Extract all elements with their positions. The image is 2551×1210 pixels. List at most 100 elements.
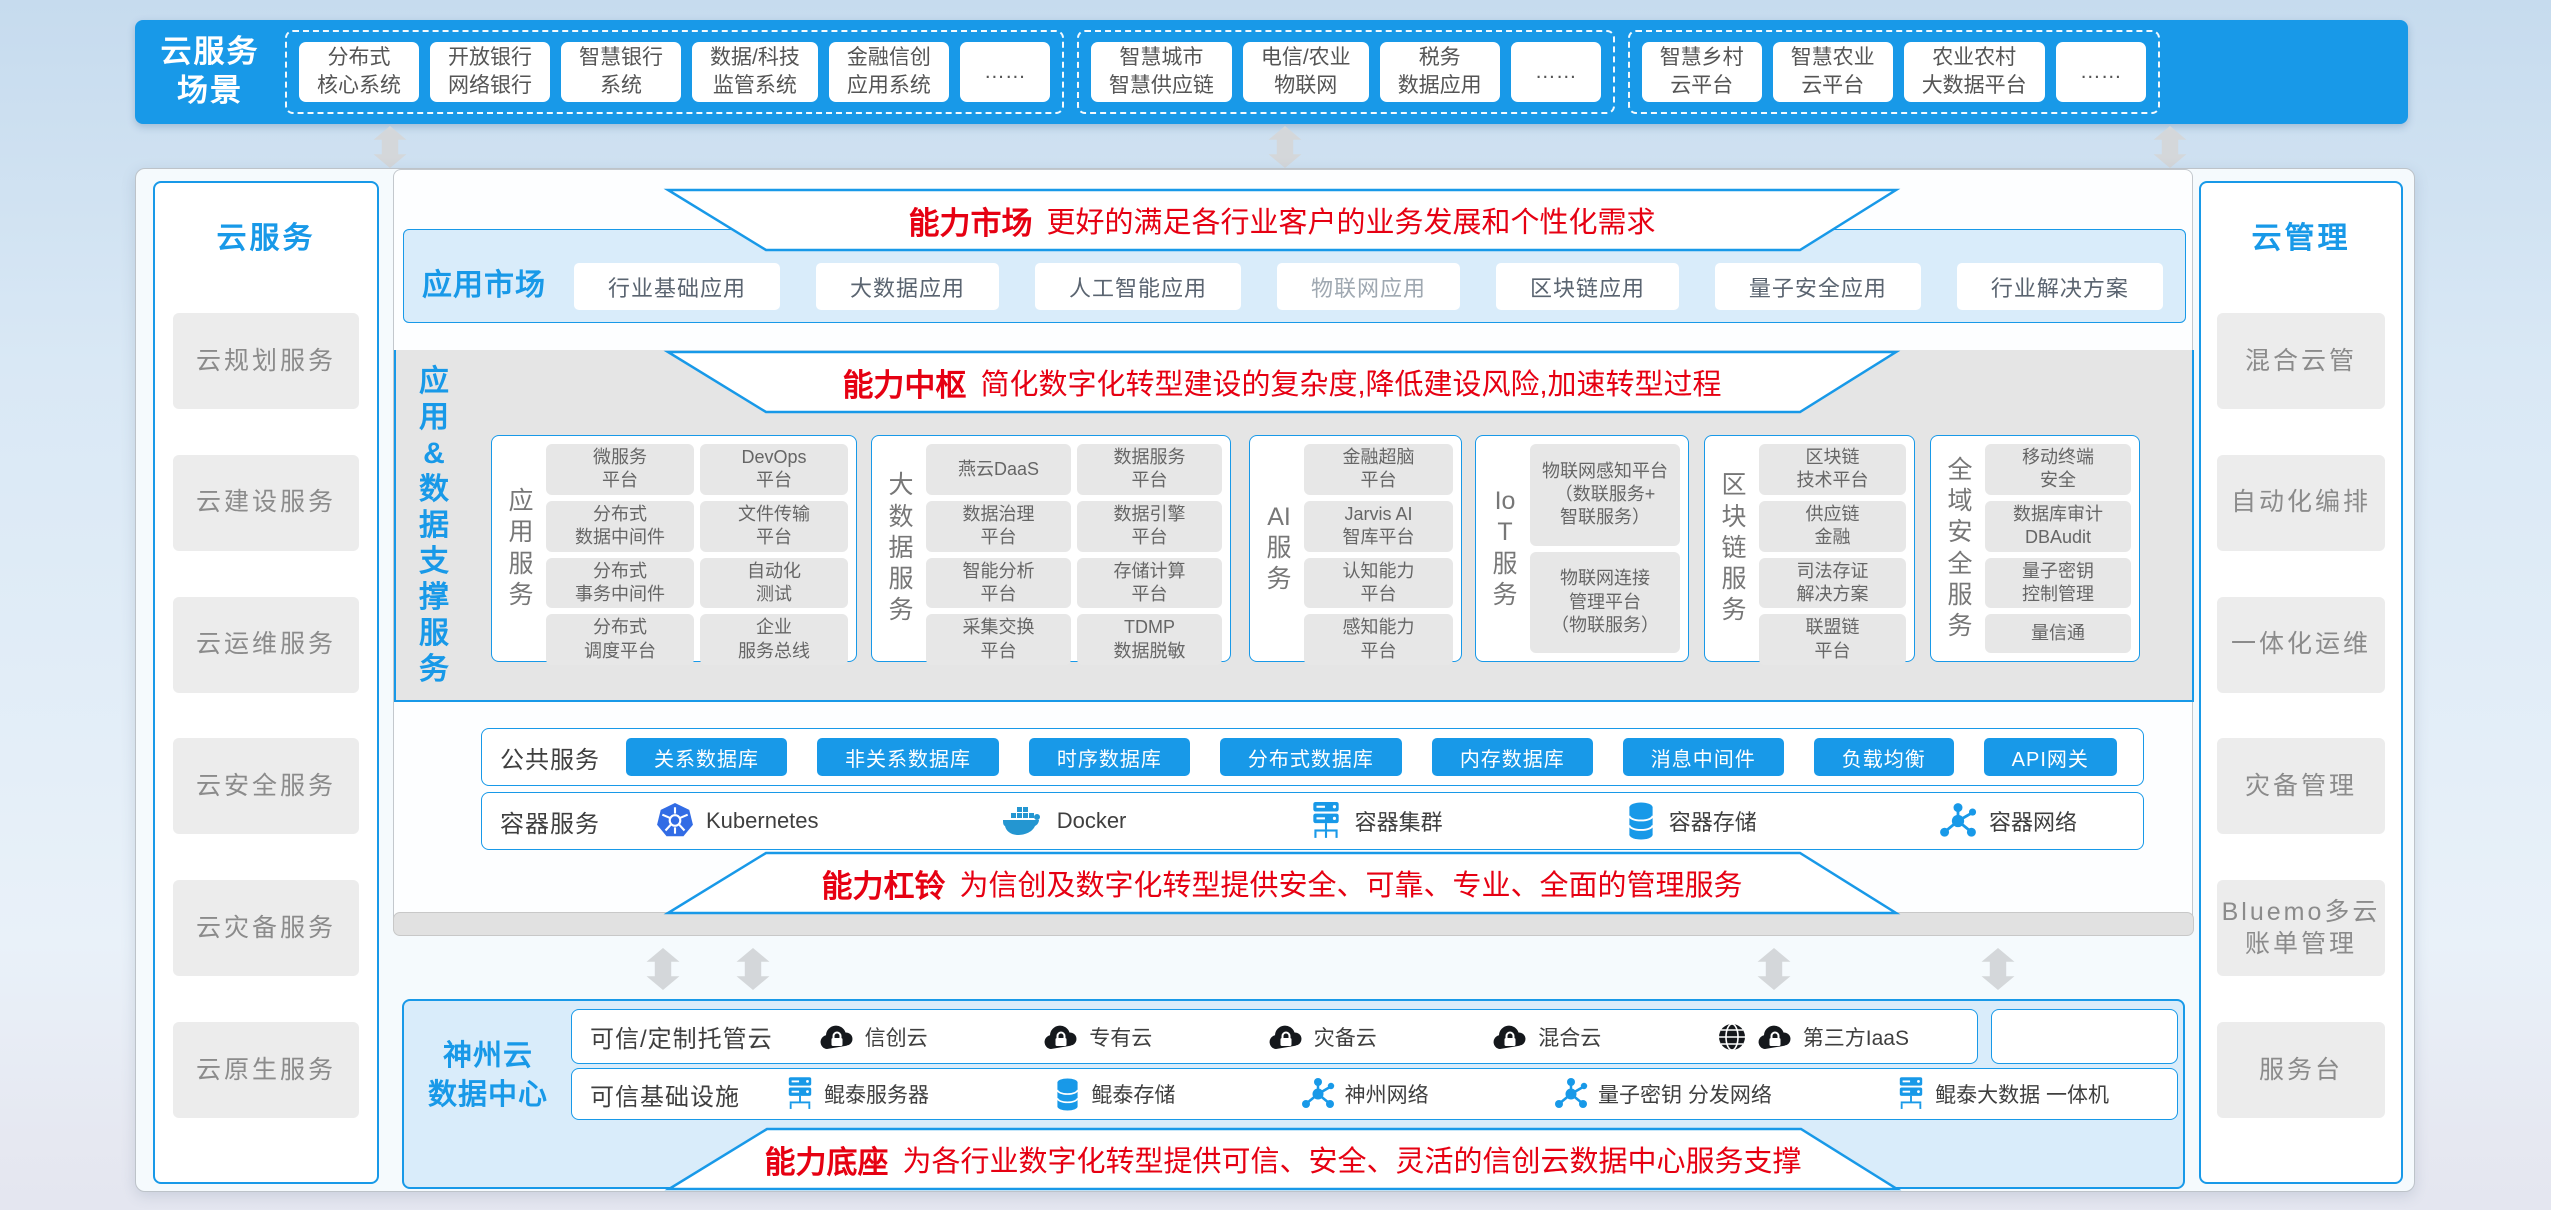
support-services-vertical-label: 应用&数据支撑服务 — [419, 365, 449, 686]
application-services-column: 应用服务 微服务 平台 DevOps 平台 分布式 数据中间件 文件传输 平台 分布式 … — [491, 435, 857, 666]
cloud-management-sidebar: 云管理 混合云管 自动化编排 一体化运维 灾备管理 Bluemo多云 账单管理 服务台 — [2199, 181, 2403, 1184]
sidebar-item: 云规划服务 — [172, 312, 360, 409]
platform-chip: 数据引擎 平台 — [1077, 500, 1222, 552]
network-icon — [1940, 803, 1977, 837]
sidebar-item: 混合云管 — [2217, 312, 2385, 409]
platform-chip: 分布式 事务中间件 — [546, 557, 694, 609]
column-label: AI服务 — [1266, 502, 1292, 594]
chip-grid: 移动终端 安全 数据库审计 DBAudit 量子密钥 控制管理 量信通 — [1985, 444, 2131, 653]
server-icon — [788, 1077, 812, 1109]
infrastructure-item-label: 鲲泰服务器 — [824, 1084, 929, 1107]
network-icon — [1301, 1078, 1334, 1108]
column-label: 区块链服务 — [1721, 471, 1747, 625]
public-service-pill: 消息中间件 — [1622, 738, 1784, 776]
public-services-pills: 关系数据库 非关系数据库 时序数据库 分布式数据库 内存数据库 消息中间件 负载均衡 API网… — [626, 738, 2117, 776]
agriculture-scenario-group: 智慧乡村 云平台 智慧农业 云平台 农业农村 大数据平台…… — [1627, 30, 2160, 114]
platform-chip: 分布式 调度平台 — [546, 614, 694, 666]
ai-services-column: AI服务 金融超脑 平台 Jarvis AI 智库平台 认知能力 平台 感知能力 平台 — [1249, 435, 1462, 666]
security-services-column: 全域安全服务 移动终端 安全 数据库审计 DBAudit 量子密钥 控制管理 量信通 — [1930, 435, 2140, 662]
platform-chip: Jarvis AI 智库平台 — [1304, 500, 1453, 552]
sidebar-item-list: 混合云管 自动化编排 一体化运维 灾备管理 Bluemo多云 账单管理 服务台 — [2201, 257, 2401, 1182]
sidebar-item: 一体化运维 — [2217, 596, 2385, 693]
platform-chip: 存储计算 平台 — [1077, 557, 1222, 609]
public-service-pill: API网关 — [1983, 738, 2117, 776]
sidebar-item-list: 云规划服务 云建设服务 云运维服务 云安全服务 云灾备服务 云原生服务 — [155, 257, 377, 1182]
capability-base-banner-shape — [664, 1127, 1902, 1191]
datacenter-box: 神州云 数据中心 可信/定制托管云 信创云 — [402, 999, 2185, 1191]
scenarios-bar-title: 云服务 场景 — [160, 34, 260, 108]
storage-icon — [1628, 802, 1654, 840]
platform-chip: 智能分析 平台 — [926, 557, 1071, 609]
cloud-lock-icon — [820, 1025, 853, 1049]
docker-icon — [1002, 807, 1040, 835]
application-pill: 人工智能应用 — [1034, 263, 1241, 310]
platform-chip: 司法存证 解决方案 — [1759, 557, 1906, 609]
infrastructure-label: 可信基础设施 — [590, 1083, 740, 1111]
globe-icon — [1718, 1022, 1745, 1051]
platform-chip: DevOps 平台 — [700, 444, 848, 495]
scenario-box: 智慧银行 系统 — [561, 41, 681, 103]
cloud-lock-icon — [1044, 1025, 1077, 1049]
server-icon — [1899, 1077, 1923, 1109]
double-arrow-icon — [373, 126, 407, 168]
cluster-icon — [1312, 802, 1339, 838]
platform-chip: 数据服务 平台 — [1077, 444, 1222, 495]
private-cloud-item: 专有云 — [1043, 1022, 1152, 1052]
public-services-row: 公共服务 关系数据库 非关系数据库 时序数据库 分布式数据库 内存数据库 消息中间件 负载均… — [481, 728, 2144, 786]
platform-chip: 物联网连接 管理平台 （物联服务） — [1530, 551, 1680, 653]
shenzhou-network-item: 神州网络 — [1301, 1077, 1429, 1111]
kuntai-storage-item: 鲲泰存储 — [1054, 1077, 1175, 1111]
banner-desc: 简化数字化转型建设的复杂度,降低建设风险,加速转型过程 — [980, 369, 1722, 401]
capability-hub-banner: 能力中枢 简化数字化转型建设的复杂度,降低建设风险,加速转型过程 — [662, 350, 1902, 414]
application-pill: 大数据应用 — [815, 263, 999, 310]
column-label: 应用服务 — [508, 487, 534, 609]
container-cluster-item: 容器集群 — [1309, 802, 1443, 840]
platform-chip: 物联网感知平台 （数联服务+ 智联服务） — [1530, 444, 1680, 546]
platform-chip: 区块链 技术平台 — [1759, 444, 1906, 495]
double-arrow-icon — [646, 948, 680, 990]
capability-barbell-banner: 能力杠铃 为信创及数字化转型提供安全、可靠、专业、全面的管理服务 — [662, 851, 1902, 915]
network-icon — [1554, 1078, 1588, 1108]
platform-chip: 微服务 平台 — [546, 444, 694, 495]
sidebar-item: 云灾备服务 — [172, 880, 360, 977]
scenario-box: 智慧农业 云平台 — [1772, 41, 1893, 103]
scenario-box: 税务 数据应用 — [1379, 41, 1500, 103]
chip-grid: 金融超脑 平台 Jarvis AI 智库平台 认知能力 平台 感知能力 平台 — [1304, 444, 1453, 666]
banner-title: 能力杠铃 — [821, 868, 946, 904]
capability-base-banner: 能力底座 为各行业数字化转型提供可信、安全、灵活的信创云数据中心服务支撑 — [663, 1127, 1903, 1191]
platform-chip: 感知能力 平台 — [1304, 614, 1453, 666]
application-market-label: 应用市场 — [422, 269, 546, 302]
container-network-item: 容器网络 — [1939, 802, 2077, 840]
cloud-scenarios-bar: 云服务 场景 分布式 核心系统 开放银行 网络银行 智慧银行 系统 数据/科技 监管系… — [135, 20, 2408, 124]
capability-hub-banner-shape — [663, 350, 1901, 414]
banner-title: 能力中枢 — [842, 367, 967, 403]
banner-title: 能力底座 — [764, 1144, 889, 1180]
public-service-pill: 分布式数据库 — [1219, 738, 1402, 776]
docker-item: Docker — [1001, 804, 1126, 838]
scenario-box: 金融信创 应用系统 — [828, 41, 949, 103]
infrastructure-item-label: 鲲泰大数据 一体机 — [1935, 1084, 2109, 1107]
spare-box — [1991, 1009, 2178, 1064]
platform-chip: 自动化 测试 — [700, 557, 848, 609]
scenario-box: …… — [1510, 42, 1601, 102]
sidebar-item: 云建设服务 — [172, 454, 360, 551]
capability-hub-box: 应用&数据支撑服务 应用服务 微服务 平台 DevOps 平台 分布式 数据中间件文… — [394, 350, 2194, 702]
container-services-items: Kubernetes Docker — [626, 802, 2117, 840]
application-pill: 区块链应用 — [1495, 263, 1679, 310]
capability-market-banner: 能力市场 更好的满足各行业客户的业务发展和个性化需求 — [662, 188, 1902, 252]
capability-market-banner-shape — [663, 188, 1901, 252]
scenario-box: 智慧乡村 云平台 — [1641, 41, 1762, 103]
platform-chip: 企业 服务总线 — [700, 614, 848, 666]
application-pill: 量子安全应用 — [1714, 263, 1921, 310]
hosted-cloud-row: 可信/定制托管云 信创云 — [571, 1009, 1978, 1064]
public-service-pill: 时序数据库 — [1028, 738, 1190, 776]
public-service-pill: 关系数据库 — [626, 738, 787, 776]
banner-desc: 更好的满足各行业客户的业务发展和个性化需求 — [1046, 207, 1656, 239]
scenario-box: …… — [2055, 42, 2146, 102]
middle-capability-stack: 应用市场 行业基础应用 大数据应用 人工智能应用 物联网应用 区块链应用 量子安全应用 行业… — [393, 169, 2194, 936]
infrastructure-item-label: 量子密钥 分发网络 — [1597, 1084, 1772, 1107]
scenario-box: 智慧城市 智慧供应链 — [1090, 41, 1232, 103]
sidebar-item: 云安全服务 — [172, 738, 360, 835]
scenario-box: 农业农村 大数据平台 — [1903, 41, 2045, 103]
